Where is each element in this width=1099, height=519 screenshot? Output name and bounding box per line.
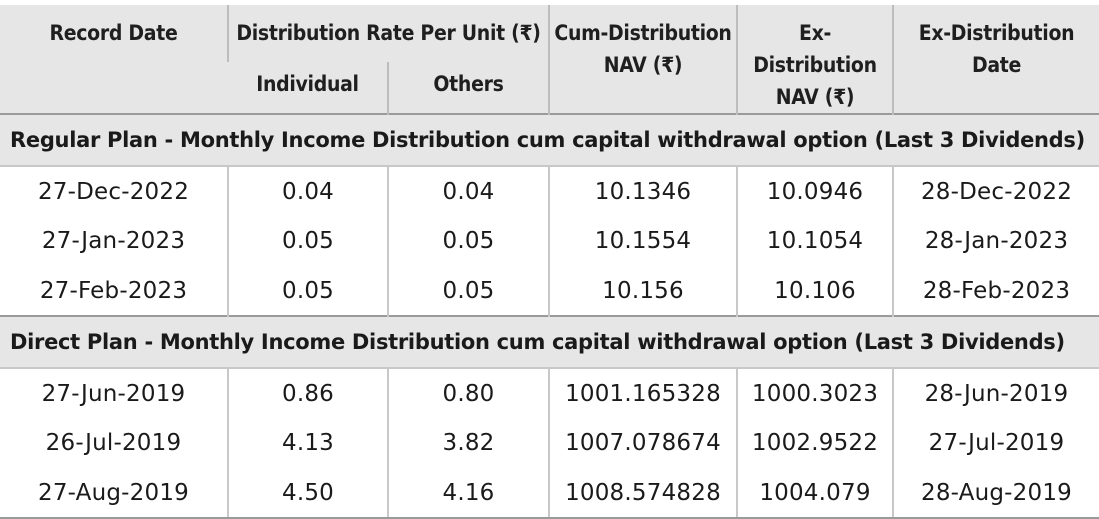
header-ex-date-line1: Ex-Distribution bbox=[918, 21, 1075, 45]
cell-cum-distribution-nav: 1001.165328 bbox=[548, 368, 737, 418]
cell-others-rate: 0.04 bbox=[387, 166, 549, 216]
table-row: 26-Jul-2019 4.13 3.82 1007.078674 1002.9522 2… bbox=[0, 418, 1099, 468]
section-title: Regular Plan - Monthly Income Distributi… bbox=[0, 113, 1099, 167]
cell-ex-distribution-nav: 10.106 bbox=[736, 266, 893, 316]
header-cum-nav-line2: NAV (₹) bbox=[603, 53, 683, 77]
header-individual: Individual bbox=[228, 61, 388, 114]
header-ex-distribution-date: Ex-Distribution Date bbox=[892, 5, 1099, 114]
cell-others-rate: 0.05 bbox=[387, 216, 549, 266]
cell-ex-distribution-date: 28-Feb-2023 bbox=[892, 266, 1099, 316]
table-row: 27-Jan-2023 0.05 0.05 10.1554 10.1054 28-Jan-… bbox=[0, 216, 1099, 266]
cell-ex-distribution-date: 28-Aug-2019 bbox=[892, 468, 1099, 519]
cell-ex-distribution-nav: 10.1054 bbox=[736, 216, 893, 266]
section-header-row: Regular Plan - Monthly Income Distributi… bbox=[0, 113, 1099, 167]
header-ex-distribution-nav: Ex-Distribution NAV (₹) bbox=[736, 5, 893, 114]
table-row: 27-Feb-2023 0.05 0.05 10.156 10.106 28-Feb-20… bbox=[0, 266, 1099, 316]
cell-individual-rate: 0.05 bbox=[227, 266, 388, 316]
header-ex-nav-line2: NAV (₹) bbox=[775, 85, 855, 109]
cell-record-date: 27-Aug-2019 bbox=[0, 468, 228, 519]
cell-others-rate: 4.16 bbox=[387, 468, 549, 519]
table-row: 27-Aug-2019 4.50 4.16 1008.574828 1004.079 28… bbox=[0, 468, 1099, 519]
cell-cum-distribution-nav: 1008.574828 bbox=[548, 468, 737, 519]
cell-ex-distribution-nav: 1002.9522 bbox=[736, 418, 893, 468]
cell-others-rate: 0.80 bbox=[387, 368, 549, 418]
cell-ex-distribution-date: 28-Jun-2019 bbox=[892, 368, 1099, 418]
table-row: 27-Dec-2022 0.04 0.04 10.1346 10.0946 28-Dec-… bbox=[0, 166, 1099, 216]
header-record-date: Record Date bbox=[0, 5, 228, 114]
header-distribution-rate-label: Distribution Rate Per Unit (₹) bbox=[236, 21, 541, 45]
section-title: Direct Plan - Monthly Income Distributio… bbox=[0, 315, 1099, 369]
cell-individual-rate: 0.05 bbox=[227, 216, 388, 266]
header-cum-distribution-nav: Cum-Distribution NAV (₹) bbox=[548, 5, 737, 114]
cell-individual-rate: 4.50 bbox=[227, 468, 388, 519]
cell-ex-distribution-nav: 10.0946 bbox=[736, 166, 893, 216]
header-distribution-rate: Distribution Rate Per Unit (₹) bbox=[227, 5, 549, 62]
cell-individual-rate: 0.04 bbox=[227, 166, 388, 216]
distribution-table: Record Date Distribution Rate Per Unit (… bbox=[0, 5, 1099, 519]
header-cum-nav-line1: Cum-Distribution bbox=[554, 21, 732, 45]
cell-record-date: 26-Jul-2019 bbox=[0, 418, 228, 468]
cell-individual-rate: 4.13 bbox=[227, 418, 388, 468]
cell-ex-distribution-nav: 1004.079 bbox=[736, 468, 893, 519]
section-header-row: Direct Plan - Monthly Income Distributio… bbox=[0, 315, 1099, 369]
cell-ex-distribution-nav: 1000.3023 bbox=[736, 368, 893, 418]
cell-cum-distribution-nav: 10.1346 bbox=[548, 166, 737, 216]
cell-record-date: 27-Dec-2022 bbox=[0, 166, 228, 216]
cell-ex-distribution-date: 28-Dec-2022 bbox=[892, 166, 1099, 216]
cell-individual-rate: 0.86 bbox=[227, 368, 388, 418]
cell-ex-distribution-date: 27-Jul-2019 bbox=[892, 418, 1099, 468]
cell-record-date: 27-Jan-2023 bbox=[0, 216, 228, 266]
cell-cum-distribution-nav: 1007.078674 bbox=[548, 418, 737, 468]
cell-others-rate: 3.82 bbox=[387, 418, 549, 468]
table-body: Regular Plan - Monthly Income Distributi… bbox=[0, 113, 1099, 519]
header-others: Others bbox=[387, 61, 549, 114]
cell-others-rate: 0.05 bbox=[387, 266, 549, 316]
header-record-date-label: Record Date bbox=[49, 21, 178, 45]
cell-cum-distribution-nav: 10.1554 bbox=[548, 216, 737, 266]
cell-ex-distribution-date: 28-Jan-2023 bbox=[892, 216, 1099, 266]
header-ex-date-line2: Date bbox=[971, 53, 1022, 77]
cell-cum-distribution-nav: 10.156 bbox=[548, 266, 737, 316]
header-ex-nav-line1: Ex-Distribution bbox=[753, 21, 877, 77]
cell-record-date: 27-Feb-2023 bbox=[0, 266, 228, 316]
cell-record-date: 27-Jun-2019 bbox=[0, 368, 228, 418]
table-row: 27-Jun-2019 0.86 0.80 1001.165328 1000.3023 2… bbox=[0, 368, 1099, 418]
